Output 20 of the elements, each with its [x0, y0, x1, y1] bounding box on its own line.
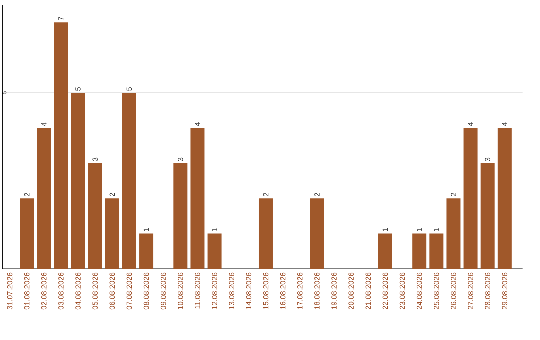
bar — [378, 234, 392, 269]
bar — [480, 163, 495, 269]
bar — [208, 234, 222, 269]
bar — [310, 198, 324, 269]
bar — [54, 22, 68, 269]
bar — [174, 163, 188, 269]
bar — [430, 234, 444, 269]
bar — [37, 128, 52, 269]
bar — [105, 198, 120, 269]
bar — [464, 128, 478, 269]
bar — [498, 128, 512, 269]
bar — [446, 198, 461, 269]
bar — [190, 128, 205, 269]
bar — [258, 198, 273, 269]
bar — [412, 234, 427, 269]
bar — [122, 93, 136, 269]
bar — [71, 93, 86, 269]
bar — [88, 163, 102, 269]
bar — [140, 234, 154, 269]
bar — [20, 198, 34, 269]
